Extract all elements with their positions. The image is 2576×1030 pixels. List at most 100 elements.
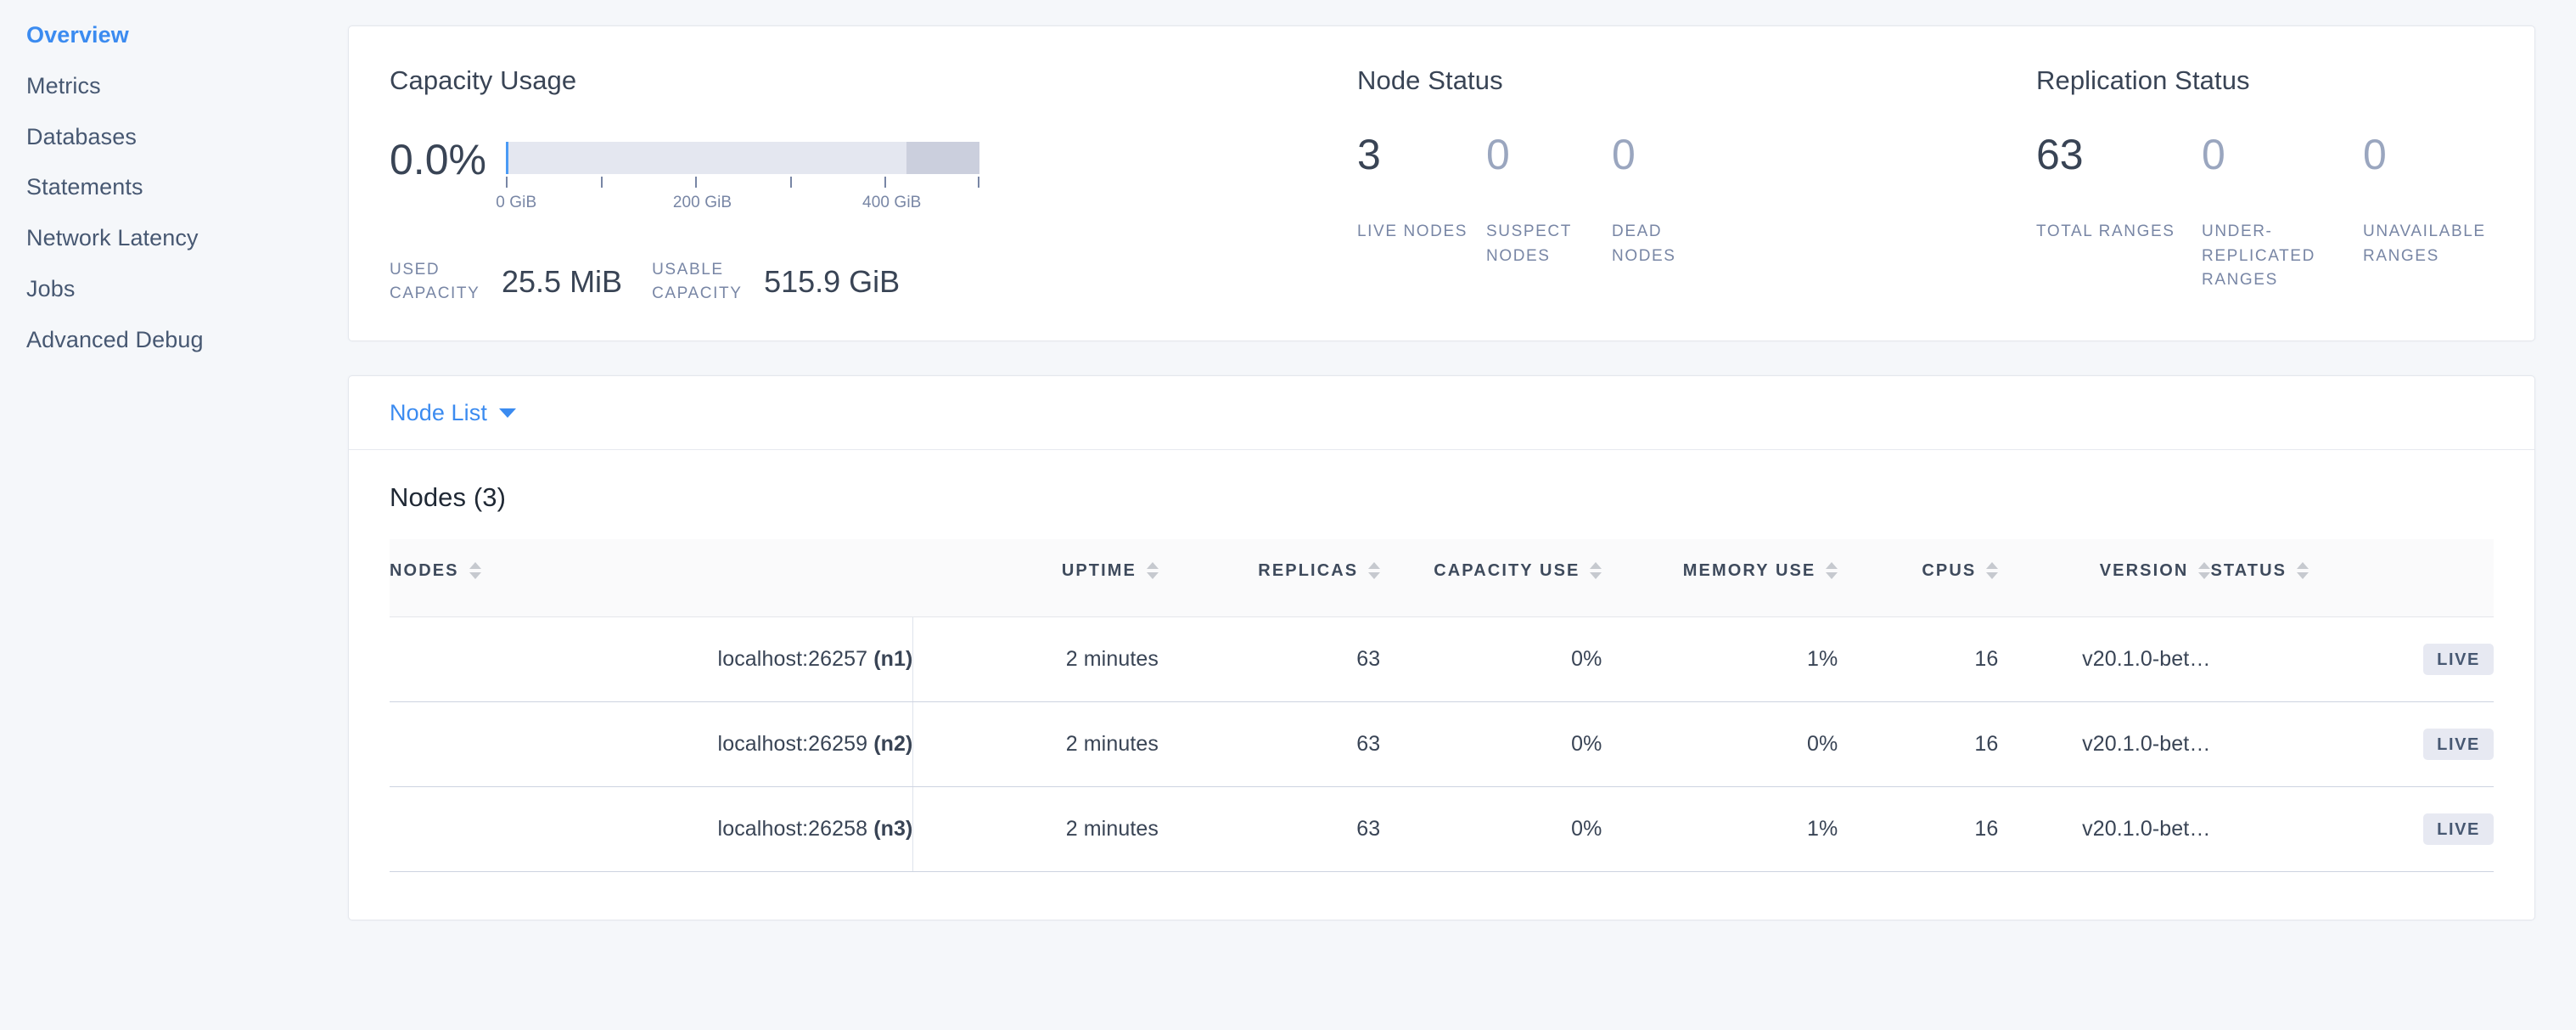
nodes-table-section: Nodes (3) Nodes bbox=[349, 450, 2534, 920]
cell-replicas: 63 bbox=[1159, 786, 1381, 873]
live-nodes-label: Live Nodes bbox=[1357, 222, 1468, 240]
cell-memory-use: 1% bbox=[1602, 616, 1838, 703]
replication-status-title: Replication Status bbox=[2036, 65, 2250, 95]
replication-status-labels: Total Ranges Under-Replicated Ranges Una… bbox=[2036, 220, 2524, 293]
nodes-table-body: localhost:26257 (n1) 2 minutes 63 0% 1% … bbox=[390, 616, 2494, 873]
status-badge: LIVE bbox=[2423, 813, 2494, 846]
sort-icon[interactable] bbox=[1986, 562, 1999, 580]
live-nodes-value: 3 bbox=[1357, 131, 1381, 178]
column-header-status[interactable]: Status bbox=[2210, 539, 2494, 618]
under-replicated-ranges-label: Under-Replicated Ranges bbox=[2202, 222, 2315, 289]
replication-status-values: 63 0 0 bbox=[2036, 133, 2524, 176]
sort-icon[interactable] bbox=[2198, 562, 2211, 580]
cell-node-address: localhost:26258 (n3) bbox=[390, 786, 914, 873]
node-status-title: Node Status bbox=[1357, 65, 1503, 95]
usable-capacity-label: Usable Capacity bbox=[652, 261, 743, 302]
column-header-replicas[interactable]: Replicas bbox=[1159, 539, 1381, 618]
sort-icon[interactable] bbox=[1147, 562, 1159, 580]
suspect-nodes-value: 0 bbox=[1486, 131, 1510, 178]
total-ranges-value: 63 bbox=[2036, 131, 2084, 178]
column-header-memory-use[interactable]: Memory Use bbox=[1602, 539, 1838, 618]
nodes-count-title: Nodes (3) bbox=[390, 482, 507, 513]
sidebar-item-databases[interactable]: Databases bbox=[26, 123, 137, 149]
sidebar-item-metrics[interactable]: Metrics bbox=[26, 72, 101, 98]
sidebar-item-network-latency[interactable]: Network Latency bbox=[26, 225, 199, 250]
sort-icon[interactable] bbox=[2297, 562, 2309, 580]
cell-cpus: 16 bbox=[1838, 786, 1999, 873]
node-id: (n1) bbox=[873, 647, 913, 672]
cell-status: LIVE bbox=[2210, 701, 2494, 788]
cell-memory-use: 1% bbox=[1602, 786, 1838, 873]
nodes-table: Nodes Uptime bbox=[390, 539, 2494, 873]
node-status-values: 3 0 0 bbox=[1357, 133, 1955, 176]
cell-version: v20.1.0-bet… bbox=[1998, 786, 2211, 873]
cell-status: LIVE bbox=[2210, 786, 2494, 873]
capacity-percent: 0.0% bbox=[390, 136, 486, 183]
column-header-nodes[interactable]: Nodes bbox=[390, 539, 913, 618]
sidebar-item-statements[interactable]: Statements bbox=[26, 174, 143, 200]
sidebar-item-advanced-debug[interactable]: Advanced Debug bbox=[26, 326, 204, 352]
axis-tick bbox=[505, 177, 508, 188]
column-header-cpus[interactable]: CPUs bbox=[1838, 539, 1999, 618]
sort-icon[interactable] bbox=[1826, 562, 1838, 580]
sort-icon[interactable] bbox=[469, 562, 481, 580]
cell-memory-use: 0% bbox=[1602, 701, 1838, 788]
node-status-card: Node Status 3 0 0 Live Nodes Suspect Nod… bbox=[1316, 65, 1995, 305]
column-header-version[interactable]: Version bbox=[1998, 539, 2211, 618]
capacity-chart: 0 GiB 200 GiB 400 GiB bbox=[496, 133, 979, 214]
table-row[interactable]: localhost:26259 (n2) 2 minutes 63 0% 0% … bbox=[390, 701, 2494, 788]
cell-version: v20.1.0-bet… bbox=[1998, 616, 2211, 703]
capacity-usage-title: Capacity Usage bbox=[390, 65, 577, 95]
table-row[interactable]: localhost:26258 (n3) 2 minutes 63 0% 1% … bbox=[390, 786, 2494, 873]
cell-status: LIVE bbox=[2210, 616, 2494, 703]
sidebar: Overview Metrics Databases Statements Ne… bbox=[0, 0, 348, 1030]
sort-icon[interactable] bbox=[1368, 562, 1381, 580]
status-badge: LIVE bbox=[2423, 729, 2494, 761]
sidebar-item-jobs[interactable]: Jobs bbox=[26, 275, 76, 301]
capacity-usage-card: Capacity Usage 0.0% bbox=[349, 65, 1316, 305]
column-header-uptime[interactable]: Uptime bbox=[912, 539, 1159, 618]
capacity-bar-free-segment bbox=[508, 142, 906, 174]
node-host: localhost:26258 bbox=[717, 817, 874, 841]
axis-tick bbox=[789, 177, 792, 188]
cluster-summary-panel: Capacity Usage 0.0% bbox=[348, 25, 2535, 342]
capacity-bar-used-segment bbox=[505, 142, 508, 174]
usable-capacity-value: 515.9 GiB bbox=[764, 263, 901, 299]
cell-capacity-use: 0% bbox=[1380, 616, 1602, 703]
cell-replicas: 63 bbox=[1159, 701, 1381, 788]
cell-replicas: 63 bbox=[1159, 616, 1381, 703]
column-header-cpus-label: CPUs bbox=[1922, 561, 1977, 581]
suspect-nodes-label: Suspect Nodes bbox=[1486, 222, 1572, 265]
cell-uptime: 2 minutes bbox=[912, 701, 1159, 788]
capacity-bar bbox=[505, 142, 979, 174]
sort-icon[interactable] bbox=[1590, 562, 1602, 580]
used-capacity-value: 25.5 MiB bbox=[502, 263, 623, 299]
cell-capacity-use: 0% bbox=[1380, 701, 1602, 788]
capacity-bar-row: 0.0% bbox=[390, 133, 1276, 214]
axis-tick bbox=[695, 177, 698, 188]
axis-label-400: 400 GiB bbox=[862, 194, 922, 211]
node-list-dropdown[interactable]: Node List bbox=[390, 400, 516, 426]
table-row[interactable]: localhost:26257 (n1) 2 minutes 63 0% 1% … bbox=[390, 616, 2494, 703]
status-badge: LIVE bbox=[2423, 644, 2494, 676]
unavailable-ranges-label: Unavailable Ranges bbox=[2363, 222, 2486, 265]
chevron-down-icon bbox=[498, 408, 516, 419]
dead-nodes-value: 0 bbox=[1612, 131, 1636, 178]
cell-cpus: 16 bbox=[1838, 701, 1999, 788]
node-list-panel: Node List Nodes (3) Nodes bbox=[348, 375, 2535, 921]
cell-uptime: 2 minutes bbox=[912, 616, 1159, 703]
node-id: (n3) bbox=[873, 817, 913, 841]
total-ranges-label: Total Ranges bbox=[2036, 222, 2175, 240]
dead-nodes-label: Dead Nodes bbox=[1612, 222, 1676, 265]
usable-capacity-stat: Usable Capacity 515.9 GiB bbox=[652, 258, 900, 305]
cell-version: v20.1.0-bet… bbox=[1998, 701, 2211, 788]
node-host: localhost:26259 bbox=[717, 732, 874, 757]
node-list-header: Node List bbox=[349, 376, 2534, 451]
capacity-axis-ticks bbox=[505, 177, 979, 190]
column-header-capacity-use[interactable]: Capacity Use bbox=[1380, 539, 1602, 618]
capacity-stats: Used Capacity 25.5 MiB Usable Capacity 5… bbox=[390, 258, 1276, 305]
nodes-table-head: Nodes Uptime bbox=[390, 539, 2494, 618]
sidebar-item-overview[interactable]: Overview bbox=[26, 22, 129, 48]
cell-cpus: 16 bbox=[1838, 616, 1999, 703]
